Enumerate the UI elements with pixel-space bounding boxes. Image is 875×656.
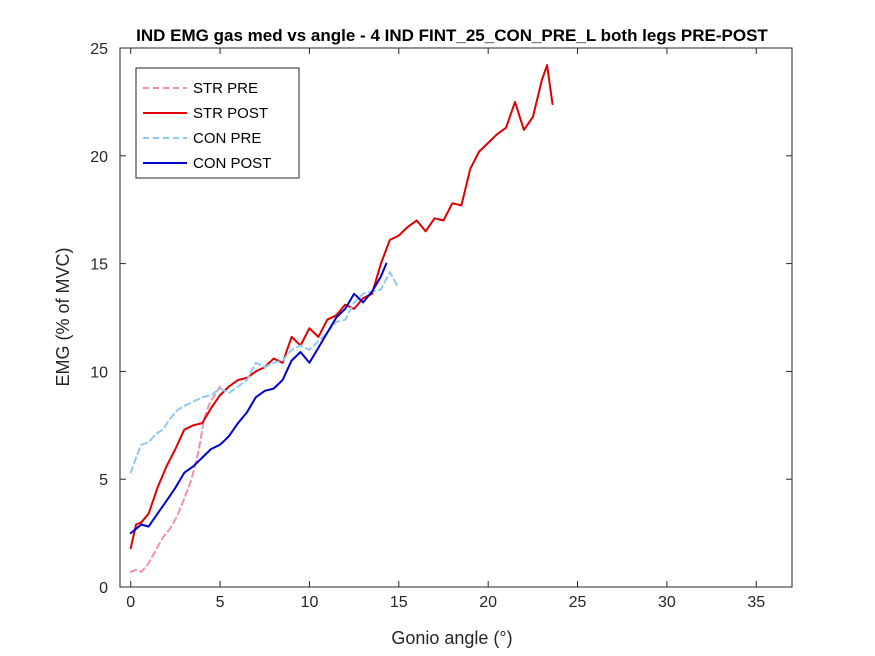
y-tick-label: 0 — [99, 580, 108, 597]
legend-label-str-pre: STR PRE — [193, 80, 258, 97]
y-tick-label: 10 — [90, 364, 108, 381]
y-tick-label: 20 — [90, 149, 108, 166]
x-axis-label: Gonio angle (°) — [391, 628, 512, 648]
series-line-con-pre — [129, 271, 398, 474]
series-line-str-post — [129, 64, 554, 550]
series-layer — [129, 64, 554, 573]
y-axis-label: EMG (% of MVC) — [53, 247, 73, 386]
x-tick-label: 20 — [479, 594, 497, 611]
tick-layer: 0 5 10 15 20 25 30 35 0 5 10 15 20 25 — [90, 41, 792, 611]
series-line-con-post — [129, 262, 388, 535]
legend-label-str-post: STR POST — [193, 105, 268, 122]
x-tick-label: 35 — [747, 594, 765, 611]
series-line-str-pre — [129, 385, 222, 573]
x-tick-label: 5 — [216, 594, 225, 611]
legend: STR PRE STR POST CON PRE CON POST — [135, 67, 300, 179]
x-tick-label: 25 — [569, 594, 587, 611]
legend-box — [135, 67, 300, 179]
x-tick-label: 30 — [658, 594, 676, 611]
y-tick-label: 5 — [99, 472, 108, 489]
chart-title: IND EMG gas med vs angle - 4 IND FINT_25… — [136, 26, 768, 45]
legend-label-con-pre: CON PRE — [193, 130, 261, 147]
legend-items: STR PRE STR POST CON PRE CON POST — [143, 80, 271, 172]
x-tick-label: 15 — [390, 594, 408, 611]
x-tick-label: 10 — [301, 594, 319, 611]
x-tick-label: 0 — [126, 594, 135, 611]
y-tick-label: 15 — [90, 257, 108, 274]
legend-label-con-post: CON POST — [193, 155, 271, 172]
y-tick-label: 25 — [90, 41, 108, 58]
